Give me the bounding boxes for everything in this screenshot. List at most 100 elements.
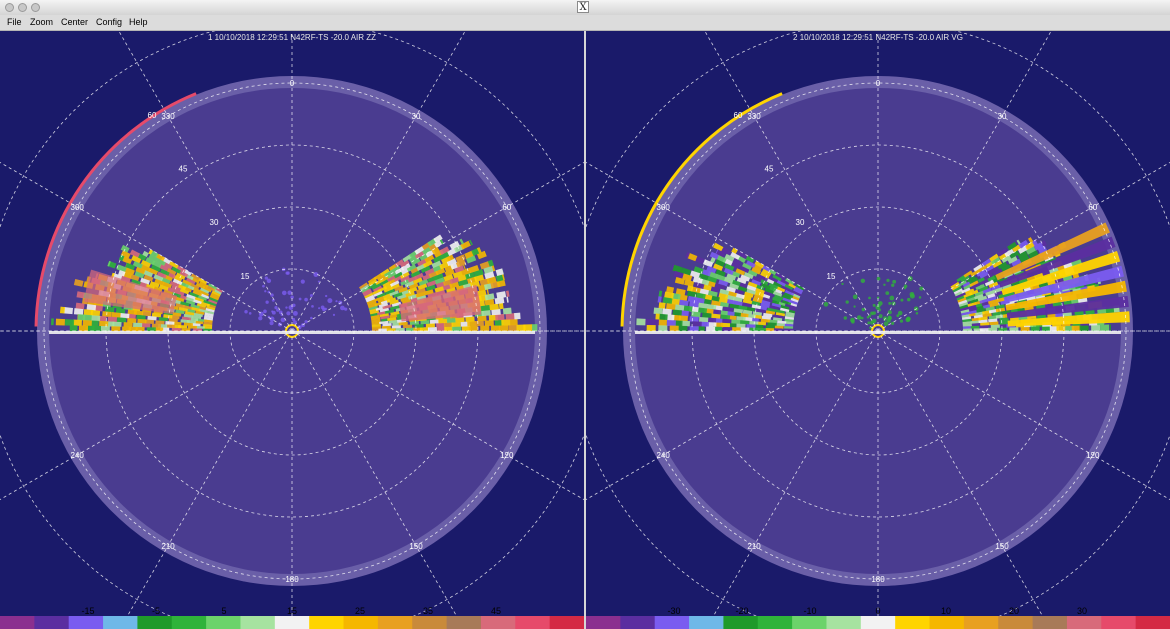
- colorbar-swatch: [377, 616, 413, 629]
- colorbar-swatch: [412, 616, 448, 629]
- colorbar-swatch: [446, 616, 482, 629]
- azimuth-label: 240: [71, 451, 85, 460]
- colorbar-tick-label: 10: [940, 606, 952, 616]
- colorbar-vg: [586, 616, 1170, 629]
- range-label: 45: [765, 165, 774, 174]
- colorbar-swatch: [515, 616, 551, 629]
- azimuth-label: 120: [1086, 451, 1100, 460]
- azimuth-label: 0: [876, 79, 881, 88]
- panel-title: 2 10/10/2018 12:29:51 N42RF-TS -20.0 AIR…: [793, 33, 963, 42]
- colorbar-tick-label: -20: [735, 606, 749, 616]
- azimuth-label: 60: [1088, 203, 1097, 212]
- radar-ppi-display[interactable]: 0 30 60 120 150 180 210 240 300 330 15 30 45 60: [0, 31, 584, 616]
- title-bar: X: [0, 0, 1170, 16]
- colorbar-swatch: [240, 616, 276, 629]
- colorbar-tick-label: 0: [875, 606, 881, 616]
- colorbar-swatch: [998, 616, 1034, 629]
- colorbar-swatch: [963, 616, 999, 629]
- colorbar-swatch: [1066, 616, 1102, 629]
- azimuth-label: 300: [657, 203, 671, 212]
- menu-help[interactable]: Help: [129, 17, 148, 27]
- panel-title: 1 10/10/2018 12:29:51 N42RF-TS -20.0 AIR…: [207, 33, 377, 42]
- colorbar-swatch: [343, 616, 379, 629]
- colorbar-swatch: [206, 616, 241, 629]
- colorbar-swatch: [68, 616, 104, 629]
- colorbar-swatch: [929, 616, 965, 629]
- radar-panel-zz[interactable]: 0 30 60 120 150 180 210 240 300 330 15 30 45 60 1 10/…: [0, 31, 584, 616]
- azimuth-label: 30: [412, 112, 421, 121]
- colorbar-swatch: [103, 616, 138, 629]
- window-minimize-dot-icon[interactable]: [18, 3, 27, 12]
- azimuth-label: 150: [995, 542, 1009, 551]
- azimuth-label: 300: [71, 203, 85, 212]
- colorbar-swatch: [171, 616, 207, 629]
- colorbar-swatch: [654, 616, 690, 629]
- colorbar-swatch: [895, 616, 931, 629]
- colorbar-swatch: [826, 616, 862, 629]
- colorbar-tick-label: 20: [1008, 606, 1020, 616]
- range-label: 60: [148, 111, 157, 120]
- menu-zoom[interactable]: Zoom: [30, 17, 54, 27]
- colorbar-tick-label: -15: [81, 606, 95, 616]
- menu-center[interactable]: Center: [61, 17, 89, 27]
- colorbar-swatch: [0, 616, 35, 629]
- azimuth-label: 330: [747, 112, 761, 121]
- range-label: 60: [734, 111, 743, 120]
- colorbar-tick-label: 25: [354, 606, 366, 616]
- colorbar-tick-label: 15: [286, 606, 298, 616]
- colorbar-zz: [0, 616, 584, 629]
- colorbar-tick-label: 45: [490, 606, 502, 616]
- colorbar-tick-label: 5: [221, 606, 227, 616]
- azimuth-label: 120: [500, 451, 514, 460]
- colorbar-swatch: [1101, 616, 1137, 629]
- colorbar-swatch: [274, 616, 310, 629]
- menu-config[interactable]: Config: [96, 17, 123, 27]
- azimuth-label: 30: [998, 112, 1007, 121]
- colorbar-swatch: [549, 616, 584, 629]
- echo-field: [636, 222, 1130, 332]
- colorbar-swatch: [309, 616, 345, 629]
- colorbar-swatch: [586, 616, 621, 629]
- colorbar-swatch: [757, 616, 793, 629]
- sweep-edge: [34, 92, 197, 327]
- colorbar-swatch: [34, 616, 70, 629]
- azimuth-label: 60: [502, 203, 511, 212]
- colorbar-tick-label: -30: [667, 606, 681, 616]
- azimuth-label: 150: [409, 542, 423, 551]
- azimuth-label: 240: [657, 451, 671, 460]
- sweep-edge: [620, 92, 783, 327]
- menu-bar: File Zoom Center Config Help: [0, 15, 1170, 31]
- colorbar-tick-label: -5: [151, 606, 161, 616]
- radar-panel-vg[interactable]: 0 30 60 120 150 180 210 240 300 330 15 30 45 60 2 10/…: [586, 31, 1170, 616]
- colorbar-tick-label: 35: [422, 606, 434, 616]
- colorbar-tick-label: 30: [1076, 606, 1088, 616]
- window-close-dot-icon[interactable]: [5, 3, 14, 12]
- x11-icon: X: [577, 1, 589, 13]
- range-label: 15: [827, 272, 836, 281]
- colorbar-tick-label: -10: [803, 606, 817, 616]
- range-label: 30: [210, 218, 219, 227]
- azimuth-label: 180: [285, 575, 299, 584]
- colorbar-swatch: [1032, 616, 1068, 629]
- range-label: 45: [179, 165, 188, 174]
- echo-field: [51, 234, 538, 332]
- azimuth-label: 180: [871, 575, 885, 584]
- azimuth-label: 0: [290, 79, 295, 88]
- azimuth-label: 210: [161, 542, 175, 551]
- window-zoom-dot-icon[interactable]: [31, 3, 40, 12]
- range-label: 15: [241, 272, 250, 281]
- colorbar-swatch: [860, 616, 896, 629]
- colorbar-swatch: [689, 616, 724, 629]
- range-label: 30: [796, 218, 805, 227]
- colorbar-swatch: [620, 616, 656, 629]
- polar-grid: [0, 31, 584, 616]
- colorbar-swatch: [723, 616, 759, 629]
- colorbar-swatch: [792, 616, 827, 629]
- azimuth-label: 210: [747, 542, 761, 551]
- menu-file[interactable]: File: [7, 17, 22, 27]
- colorbar-swatch: [1135, 616, 1170, 629]
- azimuth-label: 330: [161, 112, 175, 121]
- colorbar-swatch: [480, 616, 516, 629]
- polar-grid: [586, 31, 1170, 616]
